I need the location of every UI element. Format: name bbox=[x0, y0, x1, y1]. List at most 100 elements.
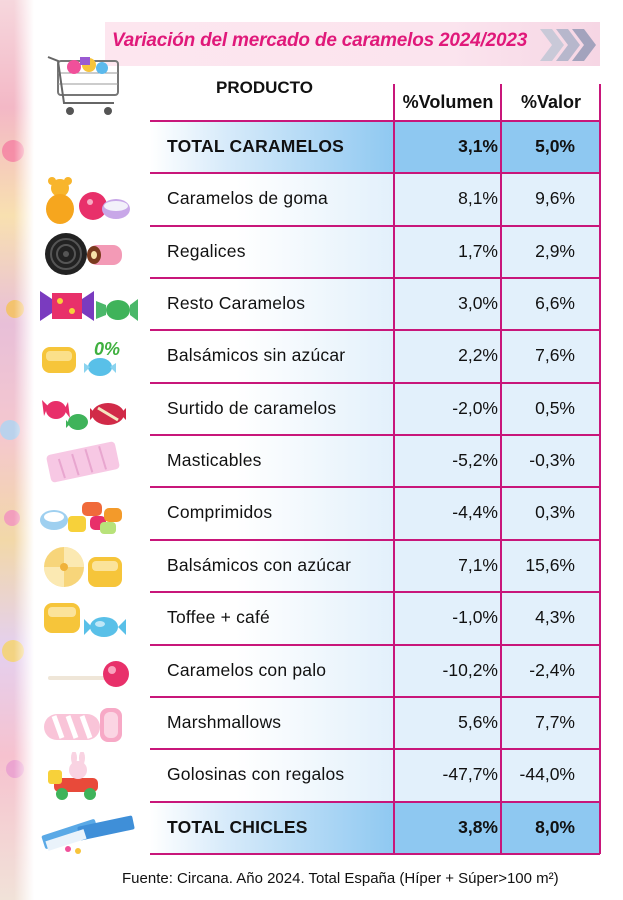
product-name-cell: TOTAL CARAMELOS bbox=[167, 136, 345, 156]
row-divider bbox=[150, 434, 600, 437]
chewing-gum-icon bbox=[38, 805, 138, 854]
value-change-cell: 0,5% bbox=[535, 397, 575, 418]
row-shading bbox=[396, 801, 600, 854]
column-divider bbox=[500, 84, 502, 854]
toy-candy-icon bbox=[38, 751, 138, 801]
value-change-cell: 15,6% bbox=[525, 554, 575, 575]
row-divider bbox=[150, 591, 600, 594]
value-change-cell: 7,7% bbox=[535, 711, 575, 732]
row-shading bbox=[150, 173, 396, 226]
row-shading bbox=[150, 382, 396, 435]
row-shading bbox=[396, 121, 600, 173]
row-divider bbox=[150, 748, 600, 751]
source-footnote: Fuente: Circana. Año 2024. Total España … bbox=[122, 870, 559, 887]
table-row: Surtido de caramelos -2,0% 0,5% bbox=[150, 382, 600, 435]
chewy-candy-icon bbox=[38, 438, 138, 484]
row-divider bbox=[150, 277, 600, 280]
row-divider bbox=[150, 800, 600, 803]
chart-title: Variación del mercado de caramelos 2024/… bbox=[112, 30, 528, 51]
row-divider bbox=[150, 695, 600, 698]
volume-change-cell: -4,4% bbox=[452, 502, 498, 523]
table-row: Caramelos con palo -10,2% -2,4% bbox=[150, 644, 600, 697]
table-row: Balsámicos con azúcar 7,1% 15,6% bbox=[150, 539, 600, 592]
table-row: Comprimidos -4,4% 0,3% bbox=[150, 487, 600, 540]
row-divider bbox=[150, 486, 600, 489]
tablet-candy-icon bbox=[38, 490, 138, 536]
value-change-cell: 8,0% bbox=[535, 816, 575, 837]
row-shading bbox=[150, 330, 396, 383]
product-name-cell: Resto Caramelos bbox=[167, 293, 306, 314]
row-shading bbox=[396, 696, 600, 749]
product-name-cell: Golosinas con regalos bbox=[167, 764, 345, 785]
licorice-icon bbox=[38, 229, 138, 275]
row-divider bbox=[150, 172, 600, 175]
volume-change-cell: -5,2% bbox=[452, 450, 498, 471]
volume-change-cell: -2,0% bbox=[452, 397, 498, 418]
table-row: Masticables -5,2% -0,3% bbox=[150, 435, 600, 488]
row-shading bbox=[396, 278, 600, 331]
sugar-free-candy-icon: 0% bbox=[38, 333, 138, 379]
row-shading bbox=[396, 749, 600, 802]
row-shading bbox=[150, 121, 396, 173]
row-divider bbox=[150, 381, 600, 384]
row-shading bbox=[150, 278, 396, 331]
column-header-producto: PRODUCTO bbox=[216, 78, 313, 97]
wrapped-candy-icon bbox=[38, 281, 138, 327]
product-name-cell: TOTAL CHICLES bbox=[167, 816, 308, 837]
volume-change-cell: -47,7% bbox=[442, 764, 498, 785]
shopping-cart-icon bbox=[44, 53, 144, 133]
column-header-volumen: %Volumen bbox=[402, 92, 494, 112]
volume-change-cell: 1,7% bbox=[458, 240, 498, 261]
row-divider bbox=[150, 643, 600, 646]
volume-change-cell: 3,8% bbox=[458, 816, 498, 837]
column-header-valor: %Valor bbox=[520, 92, 582, 112]
candy-background-strip bbox=[0, 0, 34, 900]
row-divider bbox=[150, 224, 600, 227]
product-name-cell: Masticables bbox=[167, 450, 262, 471]
row-shading bbox=[150, 696, 396, 749]
row-shading bbox=[150, 592, 396, 645]
row-shading bbox=[396, 225, 600, 278]
value-change-cell: 5,0% bbox=[535, 136, 575, 156]
row-shading bbox=[396, 173, 600, 226]
row-shading bbox=[396, 644, 600, 697]
volume-change-cell: 3,1% bbox=[458, 136, 498, 156]
value-change-cell: 6,6% bbox=[535, 293, 575, 314]
value-change-cell: -0,3% bbox=[529, 450, 575, 471]
value-change-cell: 4,3% bbox=[535, 607, 575, 628]
row-divider bbox=[150, 538, 600, 541]
row-shading bbox=[150, 225, 396, 278]
row-divider bbox=[150, 120, 600, 122]
row-shading bbox=[150, 801, 396, 854]
value-change-cell: 2,9% bbox=[535, 240, 575, 261]
volume-change-cell: -10,2% bbox=[442, 659, 498, 680]
table-row: Golosinas con regalos -47,7% -44,0% bbox=[150, 749, 600, 802]
title-banner bbox=[105, 22, 600, 66]
table-row: Balsámicos sin azúcar 2,2% 7,6% bbox=[150, 330, 600, 383]
marshmallow-icon bbox=[38, 700, 138, 746]
value-change-cell: 0,3% bbox=[535, 502, 575, 523]
value-change-cell: -2,4% bbox=[529, 659, 575, 680]
product-name-cell: Caramelos con palo bbox=[167, 659, 327, 680]
table-row: Caramelos de goma 8,1% 9,6% bbox=[150, 173, 600, 226]
value-change-cell: 9,6% bbox=[535, 188, 575, 209]
product-name-cell: Caramelos de goma bbox=[167, 188, 328, 209]
column-divider bbox=[393, 84, 395, 854]
table-row: Toffee + café -1,0% 4,3% bbox=[150, 592, 600, 645]
product-name-cell: Toffee + café bbox=[167, 607, 270, 628]
product-name-cell: Surtido de caramelos bbox=[167, 397, 337, 418]
gummy-bear-icon bbox=[38, 176, 138, 225]
row-shading bbox=[150, 749, 396, 802]
product-name-cell: Balsámicos con azúcar bbox=[167, 554, 352, 575]
assorted-candy-icon bbox=[38, 386, 138, 432]
volume-change-cell: 7,1% bbox=[458, 554, 498, 575]
table-row: Regalices 1,7% 2,9% bbox=[150, 225, 600, 278]
row-shading bbox=[396, 382, 600, 435]
volume-change-cell: -1,0% bbox=[452, 607, 498, 628]
value-change-cell: 7,6% bbox=[535, 345, 575, 366]
table-row: TOTAL CARAMELOS 3,1% 5,0% bbox=[150, 121, 600, 173]
row-shading bbox=[396, 592, 600, 645]
svg-text:0%: 0% bbox=[94, 339, 120, 359]
volume-change-cell: 2,2% bbox=[458, 345, 498, 366]
product-name-cell: Balsámicos sin azúcar bbox=[167, 345, 346, 366]
